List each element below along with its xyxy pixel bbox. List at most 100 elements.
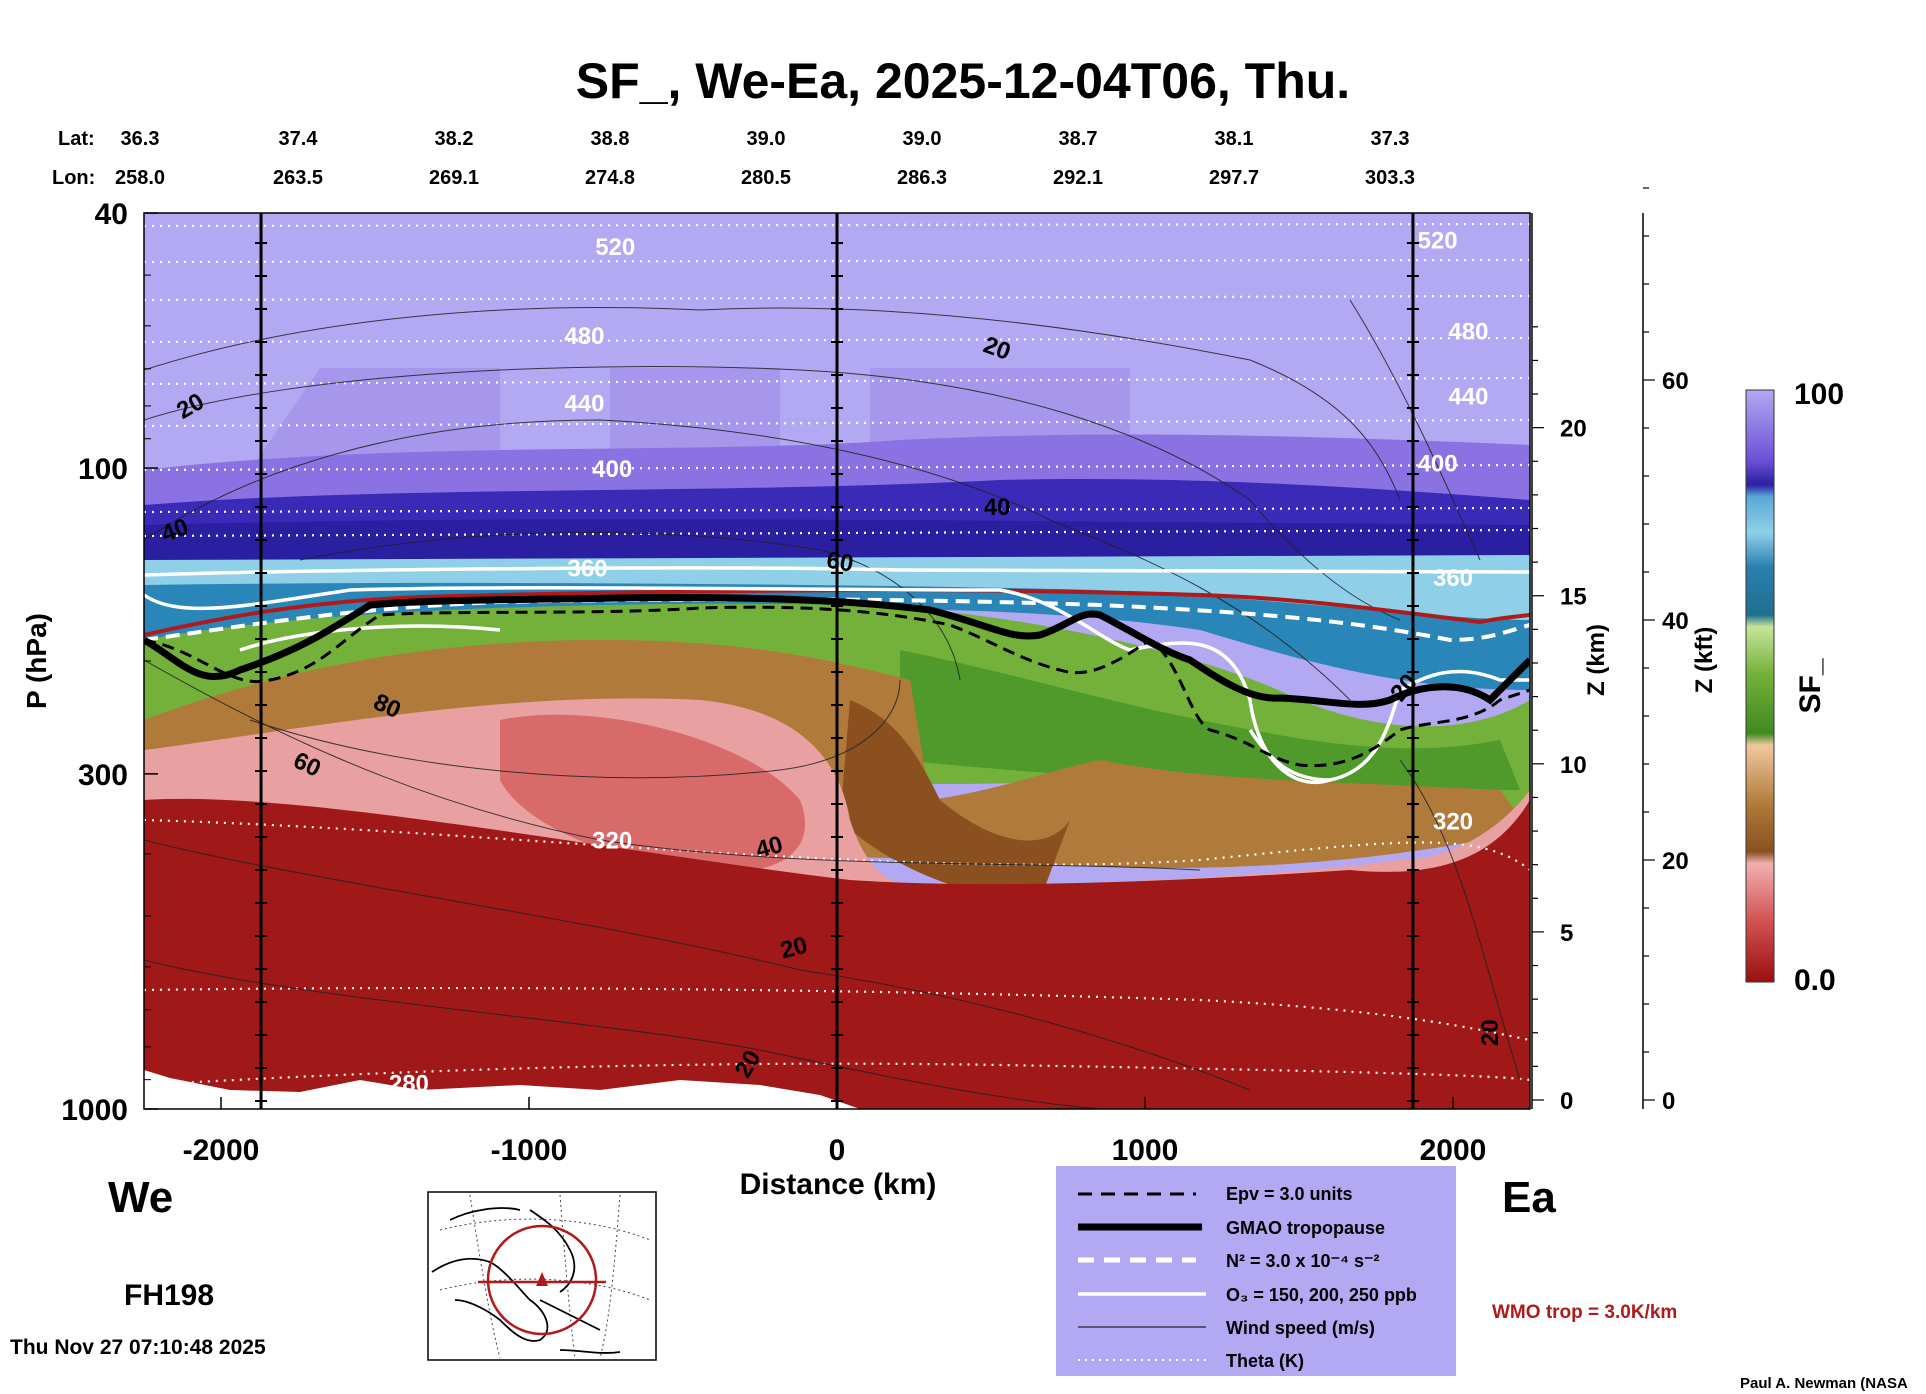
map-coastline [431, 1207, 621, 1354]
theta-label: 320 [592, 828, 632, 855]
legend-item-gmao: GMAO tropopause [1226, 1218, 1385, 1238]
z-km-axis-title: Z (km) [1583, 624, 1610, 696]
theta-line [144, 818, 1530, 871]
theta-label: 360 [1433, 565, 1473, 592]
p-tick-label: 1000 [61, 1094, 128, 1127]
theta-label: 480 [564, 323, 604, 350]
wind-lines [144, 299, 1521, 1109]
p-axis: 40 100 300 1000 [61, 198, 158, 1127]
lon-value: 286.3 [897, 167, 947, 189]
wind-contour [144, 659, 1201, 871]
lat-value: 38.8 [591, 128, 630, 150]
wind-contour [144, 307, 1401, 501]
wind-label: 20 [1477, 1019, 1504, 1046]
p-tick-label: 40 [95, 198, 128, 231]
x-axis-title: Distance (km) [740, 1168, 937, 1201]
lat-value: 38.7 [1059, 128, 1098, 150]
colorbar-max-label: 100 [1794, 378, 1844, 411]
x-tick-label: 1000 [1112, 1134, 1179, 1167]
chart-title: SF_, We-Ea, 2025-12-04T06, Thu. [576, 53, 1350, 109]
inset-map [427, 1191, 657, 1361]
legend-item-wind: Wind speed (m/s) [1226, 1318, 1375, 1338]
theta-label: 440 [564, 390, 604, 417]
wind-contour [299, 532, 961, 681]
z-kft-tick-label: 60 [1662, 368, 1689, 395]
z-kft-axis: 0 20 40 60 [1642, 187, 1689, 1115]
wind-label: 60 [825, 547, 856, 578]
lon-value: 263.5 [273, 167, 323, 189]
x-tick-label: 2000 [1420, 1134, 1487, 1167]
z-kft-tick-label: 40 [1662, 608, 1689, 635]
colorbar-title: SF_ [1794, 658, 1827, 713]
wmo-label: WMO trop = 3.0K/km [1492, 1302, 1677, 1323]
z-km-tick-label: 15 [1560, 584, 1587, 611]
gmao-tropopause-line [144, 594, 1530, 708]
z-kft-tick-label: 20 [1662, 848, 1689, 875]
wind-label: 40 [984, 494, 1011, 521]
lat-value: 39.0 [747, 128, 786, 150]
theta-label: 400 [1418, 450, 1458, 477]
lon-value: 297.7 [1209, 167, 1259, 189]
wind-contour [144, 839, 1251, 1091]
lat-value: 36.3 [121, 128, 160, 150]
wind-contour [144, 959, 1101, 1109]
east-label: Ea [1502, 1173, 1556, 1222]
lat-value: 37.4 [279, 128, 319, 150]
theta-label: 280 [389, 1071, 429, 1098]
epv-line [144, 605, 1530, 768]
lon-value: 280.5 [741, 167, 791, 189]
n2-line [144, 597, 1530, 643]
theta-label: 440 [1448, 383, 1488, 410]
plot-area [144, 213, 1530, 1109]
o3-line [239, 624, 1331, 782]
map-center-marker [536, 1272, 548, 1286]
band-pink-deep [500, 714, 806, 872]
z-km-tick-label: 0 [1560, 1088, 1573, 1115]
z-km-tick-label: 20 [1560, 416, 1587, 443]
lat-value: 37.3 [1371, 128, 1410, 150]
map-range-circle [486, 1224, 598, 1336]
lat-value: 38.2 [435, 128, 474, 150]
z-kft-tick-label: 0 [1662, 1088, 1675, 1115]
theta-label: 360 [567, 556, 607, 583]
y-axis-title: P (hPa) [21, 613, 52, 709]
colorbar [1745, 389, 1775, 983]
theta-label: 320 [1433, 809, 1473, 836]
lon-value: 258.0 [115, 167, 165, 189]
legend-item-epv: Epv = 3.0 units [1226, 1184, 1353, 1204]
p-tick-label: 300 [78, 759, 128, 792]
lon-value: 274.8 [585, 167, 635, 189]
legend-item-o3: O₃ = 150, 200, 250 ppb [1226, 1285, 1417, 1305]
theta-labels: 520 520 480 480 440 440 400 400 360 360 320 320 280 [389, 228, 1489, 1098]
lon-label: Lon: [52, 167, 95, 189]
forecast-hour-label: FH198 [124, 1279, 214, 1312]
wind-contour [144, 419, 1351, 701]
z-km-tick-label: 10 [1560, 752, 1587, 779]
x-tick-label: -2000 [183, 1134, 260, 1167]
lat-lon-ticks: 36.3 37.4 38.2 38.8 39.0 39.0 38.7 38.1 37.3 258.… [115, 128, 1415, 189]
theta-lines [144, 222, 1530, 1087]
z-kft-axis-title: Z (kft) [1691, 627, 1718, 694]
timestamp: Thu Nov 27 07:10:48 2025 [10, 1336, 266, 1359]
lat-label: Lat: [58, 128, 95, 150]
legend: Epv = 3.0 units GMAO tropopause N² = 3.0… [1056, 1166, 1456, 1376]
legend-item-theta: Theta (K) [1226, 1351, 1304, 1371]
ground-mask [144, 1070, 860, 1109]
band-green-dark [900, 650, 1520, 790]
wind-contour [1349, 299, 1481, 561]
x-axis: -2000 -1000 0 1000 2000 [183, 1097, 1487, 1167]
z-km-tick-label: 5 [1560, 920, 1573, 947]
lon-value: 292.1 [1053, 167, 1103, 189]
x-tick-label: 0 [829, 1134, 846, 1167]
o3-lines [144, 566, 1530, 785]
theta-label: 520 [595, 234, 635, 261]
theta-label: 520 [1418, 228, 1458, 255]
lon-value: 269.1 [429, 167, 479, 189]
lon-value: 303.3 [1365, 167, 1415, 189]
lat-value: 39.0 [903, 128, 942, 150]
legend-item-n2: N² = 3.0 x 10⁻⁴ s⁻² [1226, 1251, 1379, 1271]
credit: Paul A. Newman (NASA [1740, 1375, 1908, 1392]
theta-line [144, 986, 1530, 1042]
wind-contour [1399, 759, 1521, 1081]
legend-box [1056, 1166, 1456, 1376]
